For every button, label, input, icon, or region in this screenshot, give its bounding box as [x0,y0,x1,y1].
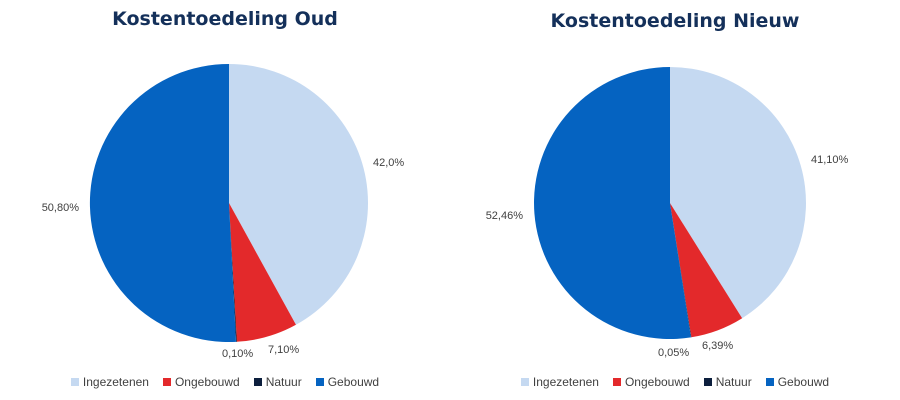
chart-nieuw: Kostentoedeling Nieuw 41,10% 6,39% 0,05% 52… [450,0,900,400]
data-label-ingezetenen: 41,10% [811,154,849,166]
legend-swatch [162,378,171,386]
pie-slice-natuur [229,203,237,342]
data-label-ongebouwd: 7,10% [268,344,299,356]
chart-title: Kostentoedeling Nieuw [550,10,800,32]
legend-swatch [253,378,262,386]
legend-label: Ingezetenen [532,375,599,389]
pie-chart-oud: 42,0% 7,10% 0,10% 50,80% [42,63,404,360]
legend-label: Gebouwd [327,375,380,389]
pie-slice-ingezetenen [229,64,369,325]
legend-label: Natuur [715,375,752,389]
data-label-ongebouwd: 6,39% [702,340,733,352]
legend-item-ongebouwd: Ongebouwd [612,375,690,389]
legend-item-ongebouwd: Ongebouwd [162,375,240,389]
legend-swatch [703,378,712,386]
legend-swatch [315,378,324,386]
pie-slice-gebouwd [89,63,236,342]
pie-slice-ongebouwd [670,203,743,338]
pie-slice-natuur [670,203,692,338]
legend-label: Ingezetenen [82,375,149,389]
data-label-gebouwd: 50,80% [42,202,80,214]
pie-slice-ingezetenen [670,67,806,319]
legend-label: Ongebouwd [174,375,240,389]
pie-slice-ongebouwd [229,203,296,342]
legend-swatch [612,378,621,386]
data-label-ingezetenen: 42,0% [373,157,404,169]
legend: Ingezetenen Ongebouwd Natuur Gebouwd [0,375,450,389]
legend-swatch [765,378,774,386]
data-label-gebouwd: 52,46% [486,210,524,222]
legend-label: Natuur [265,375,302,389]
data-label-natuur: 0,05% [658,347,689,359]
data-label-natuur: 0,10% [222,348,253,360]
legend-label: Gebouwd [777,375,830,389]
legend-swatch [70,378,79,386]
legend-swatch [520,378,529,386]
chart-oud: Kostentoedeling Oud 42,0% 7,10% 0,10% 50,80… [0,8,450,389]
pie-slice-gebouwd [534,67,691,339]
legend-item-gebouwd: Gebouwd [765,375,830,389]
legend-item-ingezetenen: Ingezetenen [70,375,149,389]
legend-item-natuur: Natuur [253,375,302,389]
legend-item-gebouwd: Gebouwd [315,375,380,389]
legend: Ingezetenen Ongebouwd Natuur Gebouwd [450,375,900,389]
legend-item-natuur: Natuur [703,375,752,389]
pie-chart-nieuw: 41,10% 6,39% 0,05% 52,46% [486,67,849,359]
chart-title: Kostentoedeling Oud [112,8,338,30]
legend-label: Ongebouwd [624,375,690,389]
legend-item-ingezetenen: Ingezetenen [520,375,599,389]
